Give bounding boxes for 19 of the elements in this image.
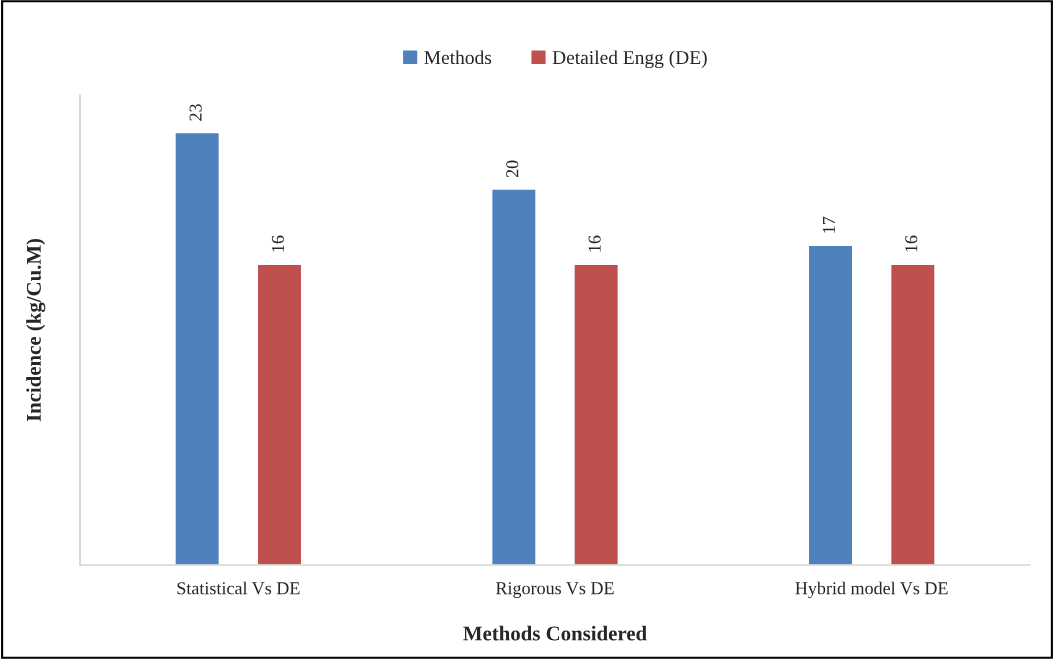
x-tick-label: Rigorous Vs DE (495, 582, 614, 599)
bar (573, 263, 620, 565)
x-tick-label: Statistical Vs DE (177, 581, 300, 595)
data-label: 16 (905, 235, 918, 252)
bar (807, 244, 854, 565)
legend-label: Detailed Engg (DE) (552, 50, 707, 69)
y-axis-title: Incidence (kg/Cu.M) (26, 238, 46, 422)
bar (174, 131, 221, 565)
data-label: 16 (271, 235, 285, 252)
x-axis-title: Methods Considered (463, 625, 647, 641)
legend-label: Methods (424, 50, 492, 65)
data-label: 20 (506, 160, 519, 178)
bar (490, 188, 537, 565)
data-label: 16 (588, 235, 601, 252)
bar (889, 263, 936, 565)
data-label: 17 (822, 216, 835, 233)
x-tick-label: Hybrid model Vs DE (795, 581, 948, 599)
data-label: 23 (189, 104, 202, 121)
bar (256, 263, 303, 565)
